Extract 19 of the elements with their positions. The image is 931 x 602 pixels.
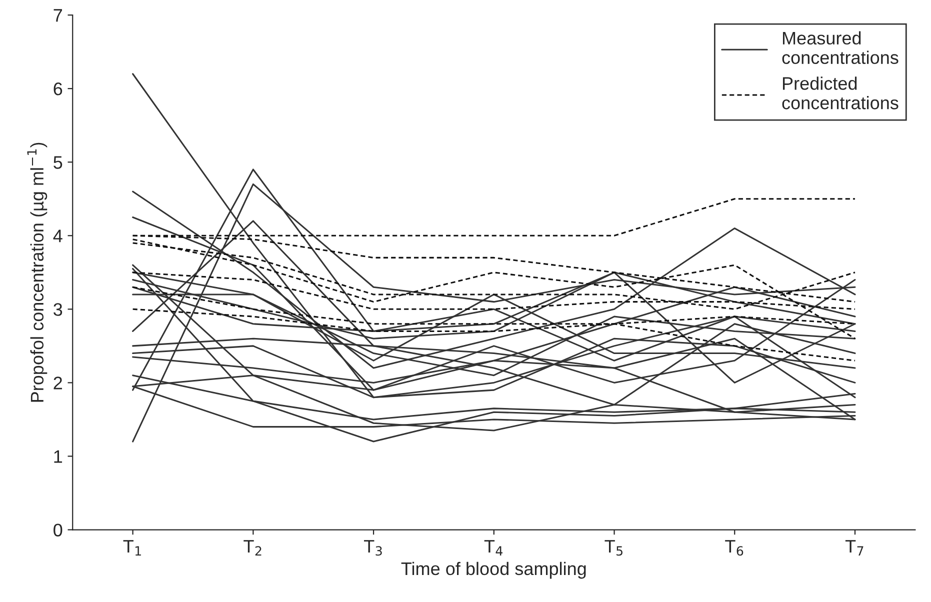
y-tick-label: 2 — [54, 376, 62, 390]
y-tick-label: 5 — [54, 156, 62, 169]
y-tick-label: 1 — [54, 450, 62, 463]
y-tick-label: 6 — [54, 82, 62, 96]
x-tick-label: T$_{5}$ — [604, 540, 622, 556]
x-tick-label: T$_{2}$ — [244, 540, 262, 556]
y-tick-label: 0 — [54, 524, 62, 536]
x-tick-label: T$_{7}$ — [845, 540, 864, 556]
legend-label: Measured concentrations — [782, 31, 898, 64]
y-tick-label: 3 — [54, 303, 62, 316]
y-axis-title: Propofol concentration (µg ml$^{−1}$) — [27, 142, 48, 402]
x-axis-title: Time of blood sampling — [401, 562, 586, 579]
y-tick-label: 4 — [53, 230, 62, 242]
x-tick-label: T$_{4}$ — [484, 540, 502, 556]
x-tick-label: T$_{3}$ — [364, 540, 382, 556]
x-tick-label: T$_{6}$ — [725, 540, 744, 556]
legend-label: Predicted concentrations — [782, 76, 898, 110]
y-tick-label: 7 — [54, 9, 62, 22]
x-tick-label: T$_{1}$ — [123, 540, 141, 556]
